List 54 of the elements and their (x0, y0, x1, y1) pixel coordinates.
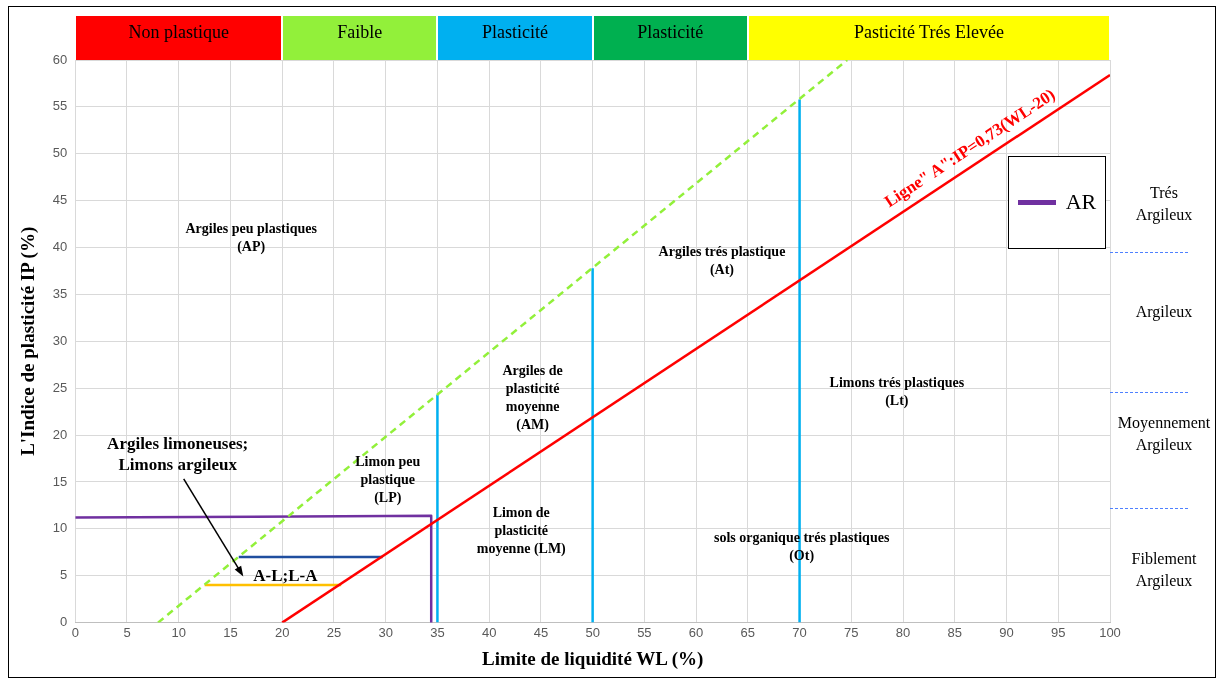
annotation: Argiles de plasticité moyenne (AM) (502, 363, 563, 434)
y-tick-label: 10 (52, 520, 68, 536)
annotation: Limon peu plastique (LP) (355, 454, 421, 507)
x-tick-label: 10 (171, 624, 186, 640)
text: Trés Argileux (1135, 184, 1193, 225)
x-tick-label: 100 (1099, 624, 1121, 640)
x-tick-label: 60 (688, 624, 704, 640)
y-axis-title: L'Indice de plasticité IP (%) (17, 226, 40, 456)
x-tick-label: 80 (895, 624, 911, 640)
x-tick-label: 95 (1051, 624, 1066, 640)
x-tick-label: 0 (71, 624, 79, 640)
x-tick-label: 65 (740, 624, 756, 640)
x-tick-label: 90 (999, 624, 1014, 640)
x-axis-title: Limite de liquidité WL (%) (481, 647, 704, 670)
header-box: Faible (283, 16, 437, 60)
x-tick-label: 30 (378, 624, 393, 640)
x-tick-label: 45 (533, 624, 549, 640)
annotation: Argiles trés plastique (At) (658, 244, 786, 279)
header-box: Plasticité (438, 16, 592, 60)
x-tick-label: 15 (223, 624, 238, 640)
header-box: Pasticité Trés Elevée (748, 16, 1109, 60)
annotation: A-L;L-A (253, 565, 319, 585)
legend-label: AR (1065, 189, 1097, 216)
annotation: Argiles peu plastiques (AP) (185, 220, 318, 255)
y-tick-label: 25 (52, 379, 68, 395)
annotation: Argiles limoneuses; Limons argileux (107, 433, 249, 474)
header-box: Plasticité (593, 16, 747, 60)
y-tick-label: 55 (52, 98, 68, 114)
y-tick-label: 50 (52, 145, 68, 161)
y-tick-label: 0 (60, 614, 68, 630)
y-tick-label: 30 (52, 332, 68, 348)
x-tick-label: 70 (792, 624, 807, 640)
text: Moyennement Argileux (1117, 414, 1211, 455)
annotation: Limons trés plastiques (Lt) (829, 374, 965, 409)
text: Argileux (1135, 303, 1193, 322)
y-tick-label: 15 (52, 473, 68, 489)
text: Fiblement Argileux (1131, 550, 1197, 591)
y-tick-label: 5 (60, 567, 68, 583)
y-tick-label: 20 (52, 426, 68, 442)
y-tick-label: 35 (52, 285, 68, 301)
x-tick-label: 75 (844, 624, 859, 640)
annotation: Limon de plasticité moyenne (LM) (476, 504, 567, 557)
y-tick-label: 45 (52, 192, 68, 208)
y-tick-label: 40 (52, 239, 68, 255)
x-tick-label: 40 (481, 624, 497, 640)
header-box: Non plastique (76, 16, 282, 60)
x-tick-label: 55 (637, 624, 652, 640)
x-tick-label: 20 (274, 624, 290, 640)
y-tick-label: 60 (52, 51, 68, 67)
x-tick-label: 5 (123, 624, 131, 640)
x-tick-label: 35 (430, 624, 445, 640)
x-tick-label: 85 (947, 624, 963, 640)
x-tick-label: 50 (585, 624, 600, 640)
x-tick-label: 25 (326, 624, 342, 640)
